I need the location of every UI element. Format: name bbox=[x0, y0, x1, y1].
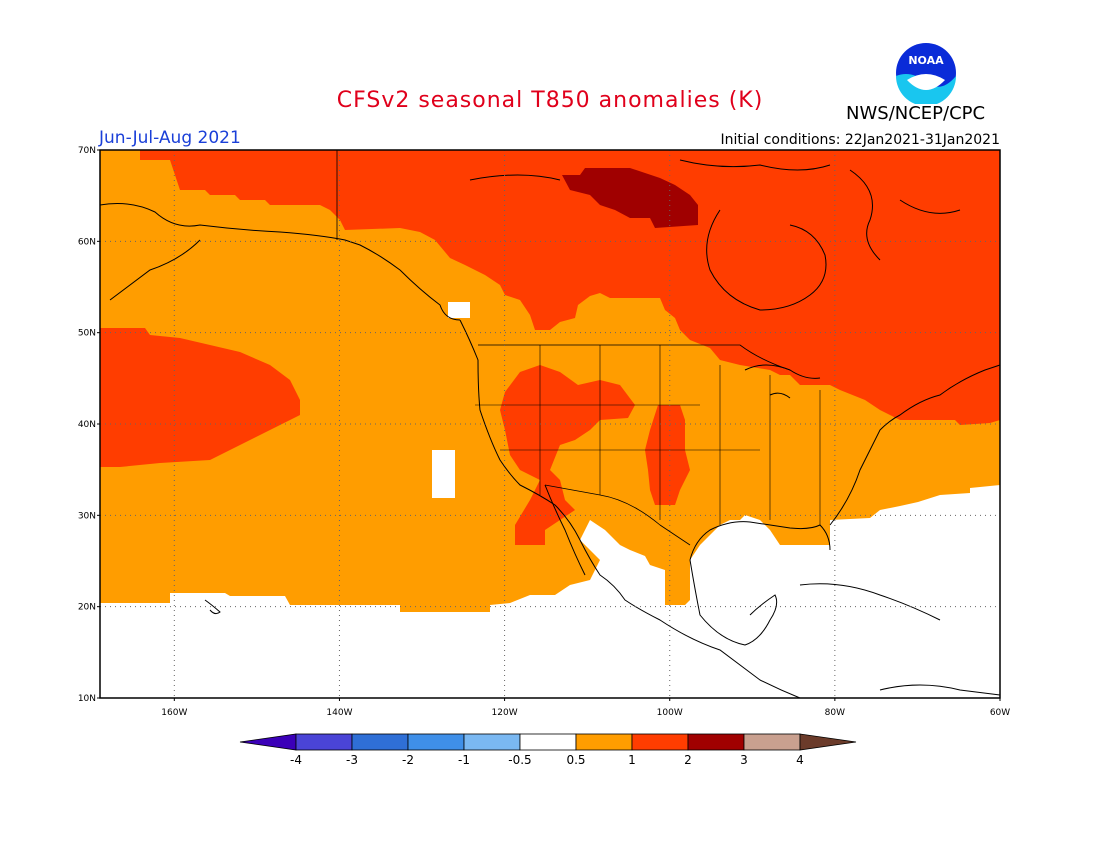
anomaly-region-1-to-2-west bbox=[500, 365, 635, 545]
lat-label: 10N bbox=[78, 694, 96, 704]
anomaly-region-1-to-2-pacific bbox=[100, 328, 300, 467]
lon-label: 160W bbox=[161, 708, 187, 718]
lat-label: 70N bbox=[78, 146, 96, 156]
lon-label: 140W bbox=[326, 708, 352, 718]
colorbar-cell bbox=[687, 733, 745, 751]
colorbar-cell bbox=[575, 733, 633, 751]
colorbar-cell bbox=[519, 733, 577, 751]
map-title: CFSv2 seasonal T850 anomalies (K) bbox=[336, 88, 764, 113]
colorbar-label: -3 bbox=[346, 753, 358, 767]
agency-label: NWS/NCEP/CPC bbox=[846, 103, 986, 124]
lon-label: 100W bbox=[657, 708, 683, 718]
anomaly-fields bbox=[100, 150, 1000, 612]
coastlines bbox=[99, 159, 1001, 699]
neutral-patch-ocean bbox=[432, 450, 455, 498]
colorbar-cell bbox=[407, 733, 465, 751]
colorbar-cell bbox=[463, 733, 521, 751]
colorbar-label: 1 bbox=[628, 753, 636, 767]
colorbar-label: 3 bbox=[740, 753, 748, 767]
lon-label: 80W bbox=[825, 708, 845, 718]
colorbar-label: 0.5 bbox=[566, 753, 585, 767]
colorbar-label: 2 bbox=[684, 753, 692, 767]
anomaly-region-1-to-2-north bbox=[100, 150, 1000, 425]
lat-label: 60N bbox=[78, 237, 96, 247]
lat-label: 20N bbox=[78, 603, 96, 613]
borders bbox=[336, 150, 791, 546]
lon-label: 120W bbox=[492, 708, 518, 718]
colorbar-label: -0.5 bbox=[508, 753, 531, 767]
colorbar-cell bbox=[631, 733, 689, 751]
lat-label: 30N bbox=[78, 511, 96, 521]
anomaly-region-1-to-2-plains bbox=[645, 405, 690, 505]
colorbar-cell bbox=[295, 733, 353, 751]
lat-label: 50N bbox=[78, 329, 96, 339]
colorbar-cell bbox=[239, 733, 297, 751]
initial-conditions-label: Initial conditions: 22Jan2021-31Jan2021 bbox=[720, 132, 1000, 148]
lon-label: 60W bbox=[990, 708, 1010, 718]
svg-text:NOAA: NOAA bbox=[908, 54, 944, 67]
anomaly-region-2-to-3 bbox=[562, 168, 698, 228]
season-label: Jun-Jul-Aug 2021 bbox=[99, 128, 241, 148]
neutral-patch-bc bbox=[448, 302, 470, 318]
colorbar-cell bbox=[351, 733, 409, 751]
colorbar-cell bbox=[743, 733, 801, 751]
colorbar-cell bbox=[799, 733, 857, 751]
colorbar-label: -1 bbox=[458, 753, 470, 767]
colorbar-label: -2 bbox=[402, 753, 414, 767]
noaa-logo: NOAA bbox=[896, 43, 956, 104]
lat-label: 40N bbox=[78, 420, 96, 430]
colorbar-label: -4 bbox=[290, 753, 302, 767]
grid-lines bbox=[100, 150, 1000, 698]
state-borders bbox=[475, 345, 821, 525]
longitude-labels: 160W 140W 120W 100W 80W 60W bbox=[161, 698, 1010, 718]
latitude-labels: 70N 60N 50N 40N 30N 20N 10N bbox=[78, 146, 100, 704]
colorbar-label: 4 bbox=[796, 753, 804, 767]
